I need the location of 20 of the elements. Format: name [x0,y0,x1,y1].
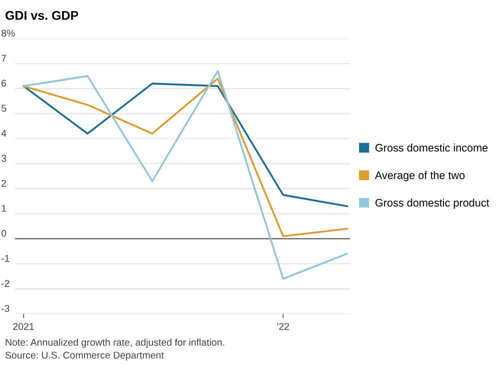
y-tick-label: -1 [2,255,10,262]
legend-label: Gross domestic income [375,144,488,152]
y-tick-label: 2 [2,180,6,187]
source-note: Source: U.S. Commerce Department [5,352,164,361]
legend-label: Gross domestic product [375,198,490,209]
y-tick-label: 0 [1,230,6,237]
y-tick-label: -3 [2,304,10,312]
y-tick-label: 1 [2,204,6,212]
y-tick-label: -2 [2,280,10,287]
legend-label: Average of the two [374,171,465,182]
y-tick-label: 5 [2,104,6,112]
x-tick-label: '22 [277,323,289,330]
x-tick-label: 2021 [13,323,34,330]
y-tick-label: 4 [1,130,6,137]
y-tick-label: 3 [1,154,6,162]
y-tick-label: 6 [2,80,6,87]
text: Note: Annualized growth rate, adjusted for inflation. [6,338,224,348]
y-tick-label: 7 [2,54,6,62]
y-tick-label: 8% [2,30,15,37]
chart-title: GDI vs. GDP [6,11,78,20]
